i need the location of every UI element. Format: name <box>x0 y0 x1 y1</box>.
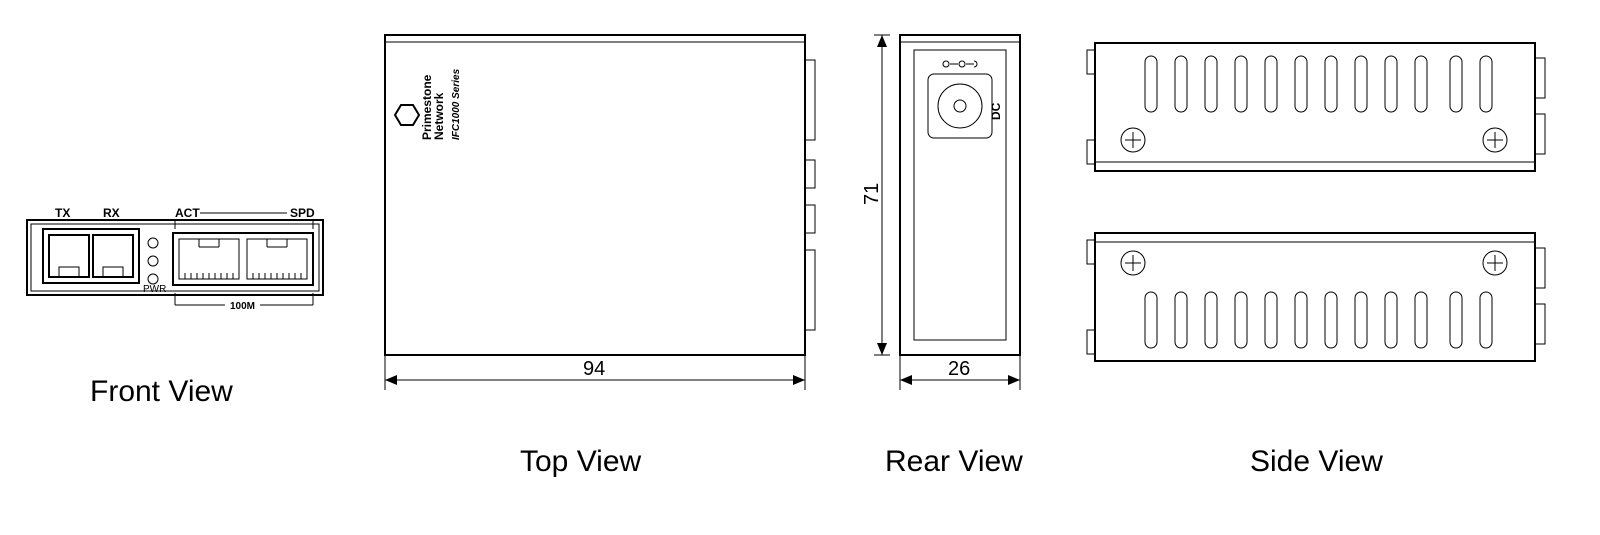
rear-view: 71 DC 26 <box>860 30 1060 450</box>
dim-26-text: 26 <box>948 358 970 380</box>
brand-line2: Network <box>432 92 446 140</box>
top-view: Primestone Network IFC1000 Series 94 <box>375 30 835 450</box>
pwr-label: PWR <box>143 284 166 295</box>
spd-label: SPD <box>290 206 315 220</box>
side-view <box>1085 38 1565 418</box>
side-panel-top <box>1087 43 1545 171</box>
side-caption: Side View <box>1250 445 1383 479</box>
front-caption: Front View <box>90 375 233 409</box>
rx-label: RX <box>103 206 120 220</box>
dim-94-text: 94 <box>583 358 605 380</box>
speed-label: 100M <box>230 301 255 312</box>
act-label: ACT <box>175 206 200 220</box>
page: TX RX PWR <box>0 0 1600 535</box>
rear-caption: Rear View <box>885 445 1023 479</box>
top-caption: Top View <box>520 445 641 479</box>
side-panel-bottom <box>1087 233 1545 361</box>
tx-label: TX <box>55 206 70 220</box>
dim-width-94: 94 <box>385 355 805 390</box>
front-view: TX RX PWR <box>25 195 325 325</box>
fiber-port-group: TX RX <box>43 206 139 283</box>
dc-label: DC <box>989 102 1003 120</box>
dim-71-text: 71 <box>861 183 883 205</box>
dim-height-71: 71 <box>861 35 890 355</box>
dim-width-26: 26 <box>900 355 1020 390</box>
brand-series: IFC1000 Series <box>451 68 462 140</box>
